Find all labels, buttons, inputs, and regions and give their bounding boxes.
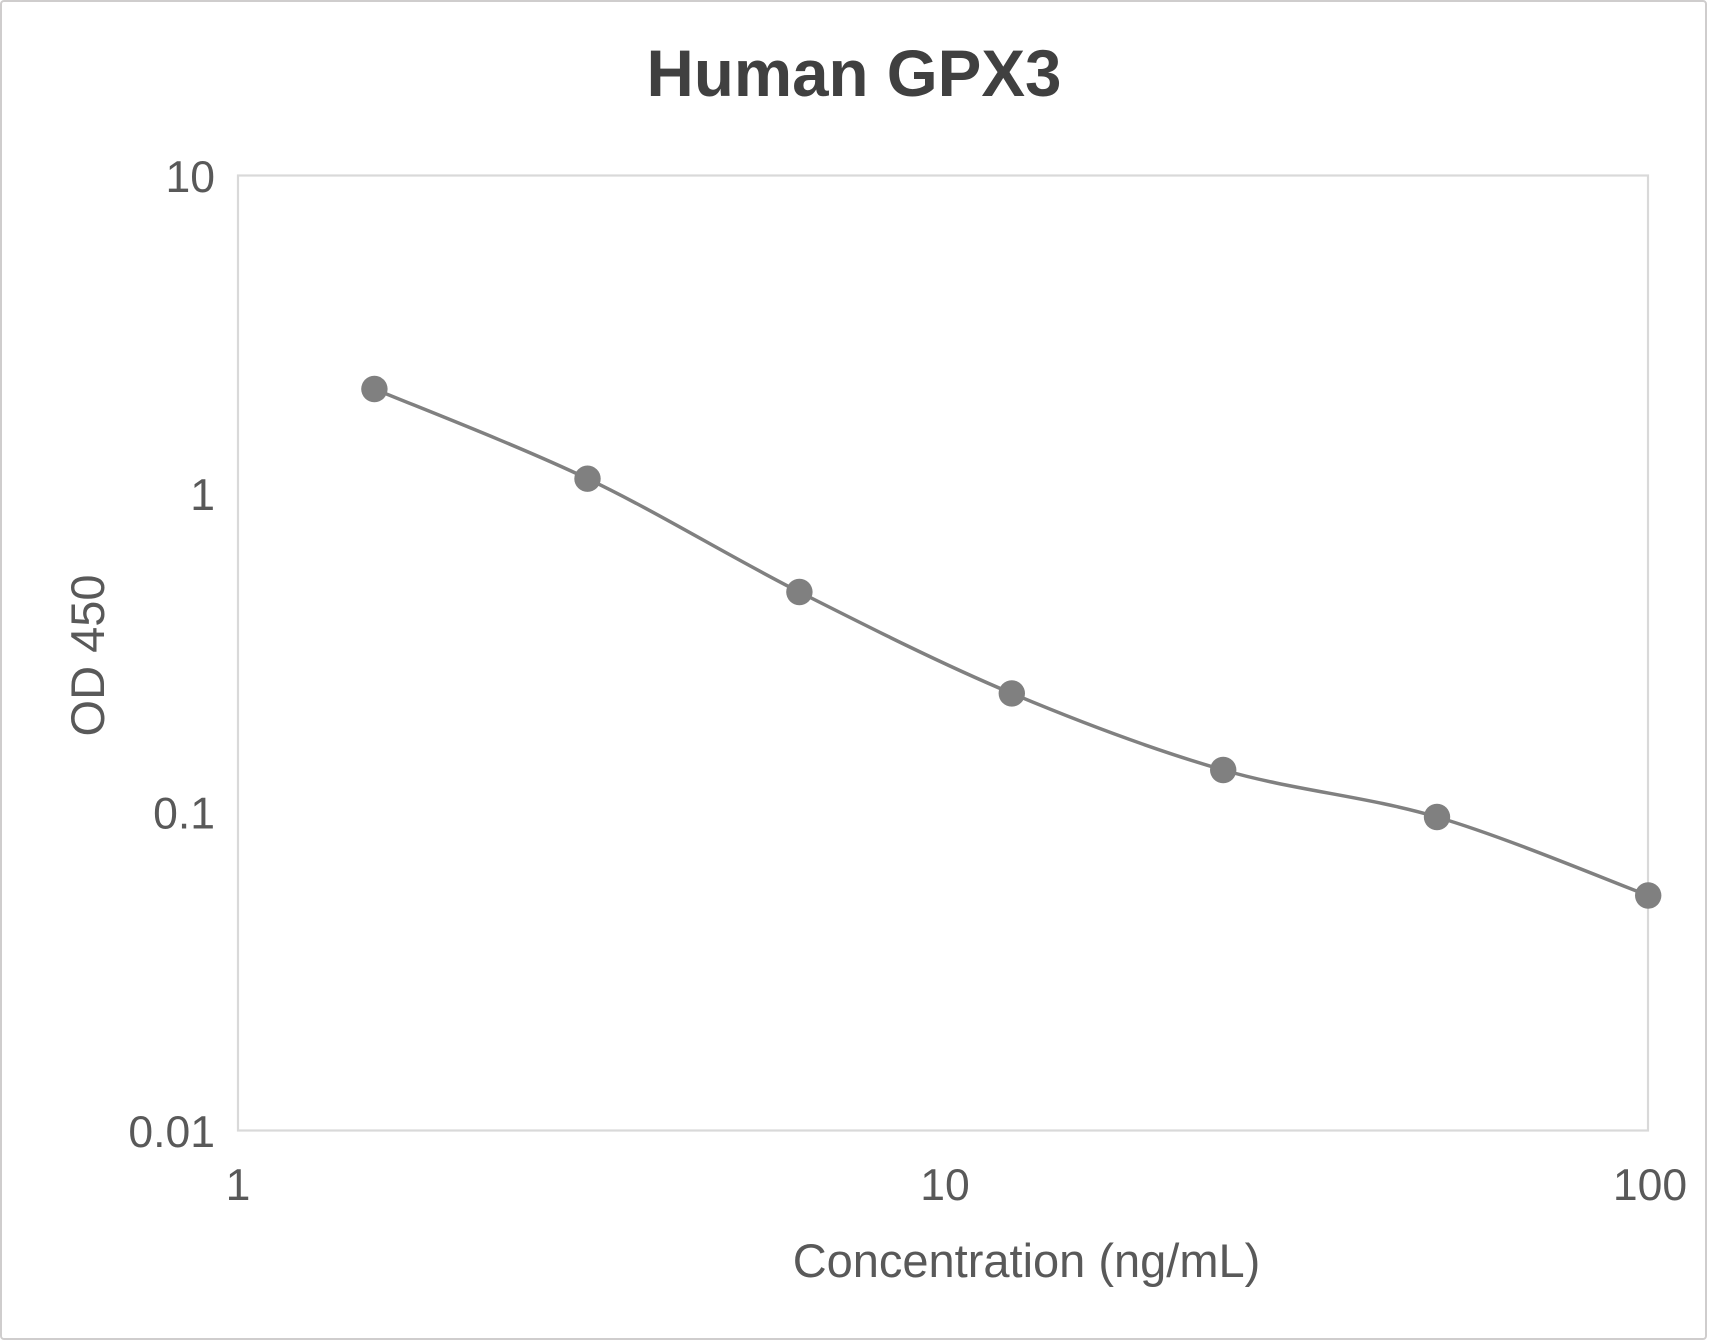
svg-text:10: 10 xyxy=(920,1161,970,1210)
svg-text:10: 10 xyxy=(166,153,216,202)
svg-text:Concentration (ng/mL): Concentration (ng/mL) xyxy=(793,1234,1261,1287)
svg-text:0.1: 0.1 xyxy=(153,790,215,839)
svg-text:0.01: 0.01 xyxy=(128,1108,215,1157)
svg-text:Human GPX3: Human GPX3 xyxy=(647,37,1062,110)
svg-text:OD 450: OD 450 xyxy=(61,575,114,737)
svg-text:1: 1 xyxy=(190,471,215,520)
svg-text:100: 100 xyxy=(1613,1161,1687,1210)
svg-text:1: 1 xyxy=(226,1161,251,1210)
